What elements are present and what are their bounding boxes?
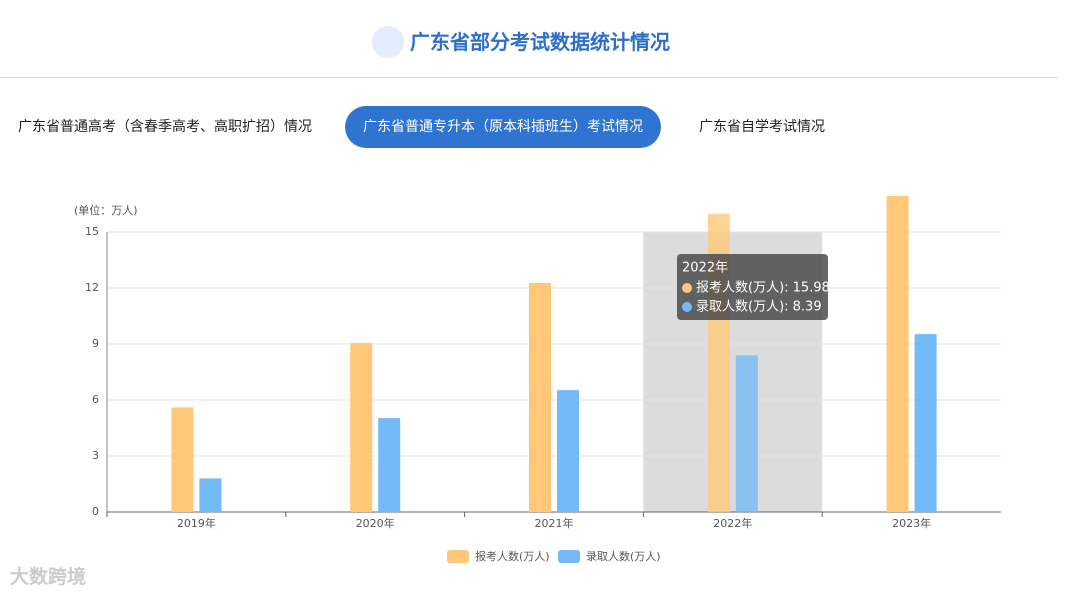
divider <box>0 77 1058 78</box>
tab[interactable]: 广东省普通专升本（原本科插班生）考试情况 <box>345 106 661 148</box>
y-tick-label: 0 <box>92 505 99 518</box>
header-title: 广东省部分考试数据统计情况 <box>410 30 670 54</box>
y-tick-label: 9 <box>92 337 99 350</box>
x-tick-label: 2021年 <box>535 516 574 530</box>
unit-label: (单位：万人) <box>74 203 138 217</box>
y-tick-label: 3 <box>92 449 99 462</box>
bar <box>171 407 194 512</box>
legend-swatch <box>558 550 580 563</box>
bar <box>886 195 909 512</box>
legend-swatch <box>447 550 469 563</box>
y-tick-label: 15 <box>85 225 99 238</box>
watermark: 大数跨境 <box>10 566 87 588</box>
tab[interactable]: 广东省普通高考（含春季高考、高职扩招）情况 <box>18 119 312 135</box>
bar <box>735 355 758 512</box>
x-tick-label: 2022年 <box>713 516 752 530</box>
bar <box>199 478 222 512</box>
tooltip <box>677 254 828 320</box>
x-tick-label: 2023年 <box>892 516 931 530</box>
header-icon <box>372 26 404 58</box>
tooltip-dot <box>682 283 692 293</box>
legend-label: 报考人数(万人) <box>475 549 550 563</box>
bar <box>914 334 937 512</box>
bar <box>557 390 579 512</box>
x-tick-label: 2020年 <box>356 516 395 530</box>
y-tick-label: 12 <box>85 281 99 294</box>
legend-label: 录取人数(万人) <box>586 550 661 563</box>
tooltip-title: 2022年 <box>682 261 728 276</box>
tooltip-item: 录取人数(万人): 8.39 <box>696 300 822 315</box>
x-tick-label: 2019年 <box>177 516 216 530</box>
bar <box>529 282 551 512</box>
tab[interactable]: 广东省自学考试情况 <box>699 119 825 135</box>
y-tick-label: 6 <box>92 393 99 406</box>
bar <box>350 343 373 512</box>
tooltip-item: 报考人数(万人): 15.98 <box>696 281 830 296</box>
tooltip-dot <box>682 302 692 312</box>
bar <box>378 418 401 512</box>
